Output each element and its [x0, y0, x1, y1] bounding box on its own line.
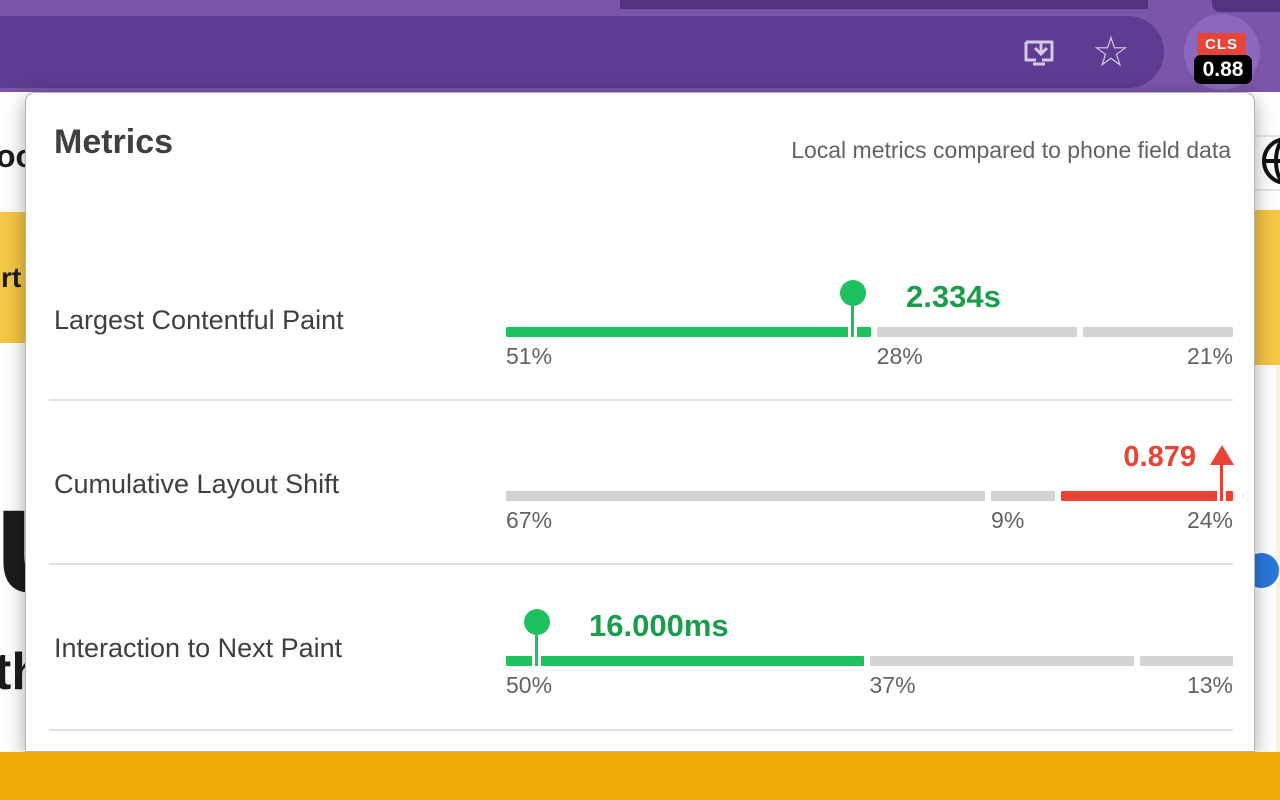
segment-pct: 24% — [1186, 507, 1233, 533]
local-value-dot-marker — [524, 609, 550, 635]
metric-bar-cls: 67% 9% 24% 0.879 — [506, 441, 1235, 533]
web-vitals-popup: Metrics Local metrics compared to phone … — [25, 92, 1255, 752]
metric-bar-lcp: 51% 28% 21% 2.334s — [506, 279, 1234, 369]
segment-pct: 67% — [506, 507, 553, 533]
segment-pct: 21% — [1186, 343, 1234, 369]
row-divider — [49, 729, 1233, 731]
page-bottom-banner — [0, 752, 1280, 800]
segment-needs-improvement: 9% — [991, 491, 1056, 533]
row-divider — [49, 399, 1233, 401]
browser-toolbar: ☆ CLS 0.88 — [0, 0, 1280, 92]
tab-strip-segment — [620, 0, 1148, 9]
segment-pct: 9% — [991, 507, 1025, 533]
popup-title: Metrics — [54, 123, 174, 161]
segment-poor: 13% — [1140, 656, 1233, 698]
page-yellow-banner-left — [0, 212, 26, 343]
row-divider — [49, 563, 1233, 565]
marker-stem — [848, 300, 857, 340]
bookmark-star-icon[interactable]: ☆ — [1092, 28, 1130, 75]
metric-value-inp: 16.000ms — [589, 608, 729, 643]
page-edge-strip — [1276, 365, 1280, 752]
segment-pct: 13% — [1186, 672, 1233, 698]
extension-cls-score-badge: 0.88 — [1194, 55, 1252, 84]
divider — [1255, 135, 1280, 137]
save-page-icon[interactable] — [1020, 33, 1058, 71]
metric-value-cls: 0.879 — [1123, 441, 1196, 473]
popup-subtitle: Local metrics compared to phone field da… — [791, 137, 1231, 163]
metric-label-cls: Cumulative Layout Shift — [54, 469, 340, 499]
tab-strip-segment — [1212, 0, 1280, 12]
metric-value-lcp: 2.334s — [906, 279, 1001, 314]
segment-poor: 24% — [1061, 445, 1235, 533]
page-right-edge — [1255, 92, 1280, 752]
segment-pct: 28% — [876, 343, 923, 369]
address-bar[interactable]: ☆ — [0, 16, 1164, 88]
segment-good: 51% — [506, 280, 871, 369]
segment-pct: 50% — [506, 672, 553, 698]
metric-label-inp: Interaction to Next Paint — [54, 633, 343, 663]
segment-good: 50% — [506, 609, 864, 698]
segment-poor: 21% — [1082, 327, 1234, 369]
divider — [1255, 189, 1280, 191]
segment-good: 67% — [506, 491, 986, 533]
page-fragment-text: rt — [1, 262, 22, 293]
segment-pct: 51% — [506, 343, 553, 369]
page-yellow-banner-right — [1255, 210, 1280, 365]
marker-stem — [532, 629, 541, 669]
local-value-arrow-marker — [1210, 445, 1235, 465]
segment-needs-improvement: 28% — [876, 327, 1077, 369]
extension-cls-label: CLS — [1197, 33, 1246, 56]
globe-icon[interactable] — [1257, 135, 1280, 187]
segment-needs-improvement: 37% — [869, 656, 1135, 698]
metric-bar-inp: 50% 37% 13% 16.000ms — [506, 608, 1233, 698]
segment-pct: 37% — [869, 672, 916, 698]
metric-label-lcp: Largest Contentful Paint — [54, 305, 344, 335]
local-value-dot-marker — [840, 280, 866, 306]
marker-stem — [1217, 460, 1227, 504]
